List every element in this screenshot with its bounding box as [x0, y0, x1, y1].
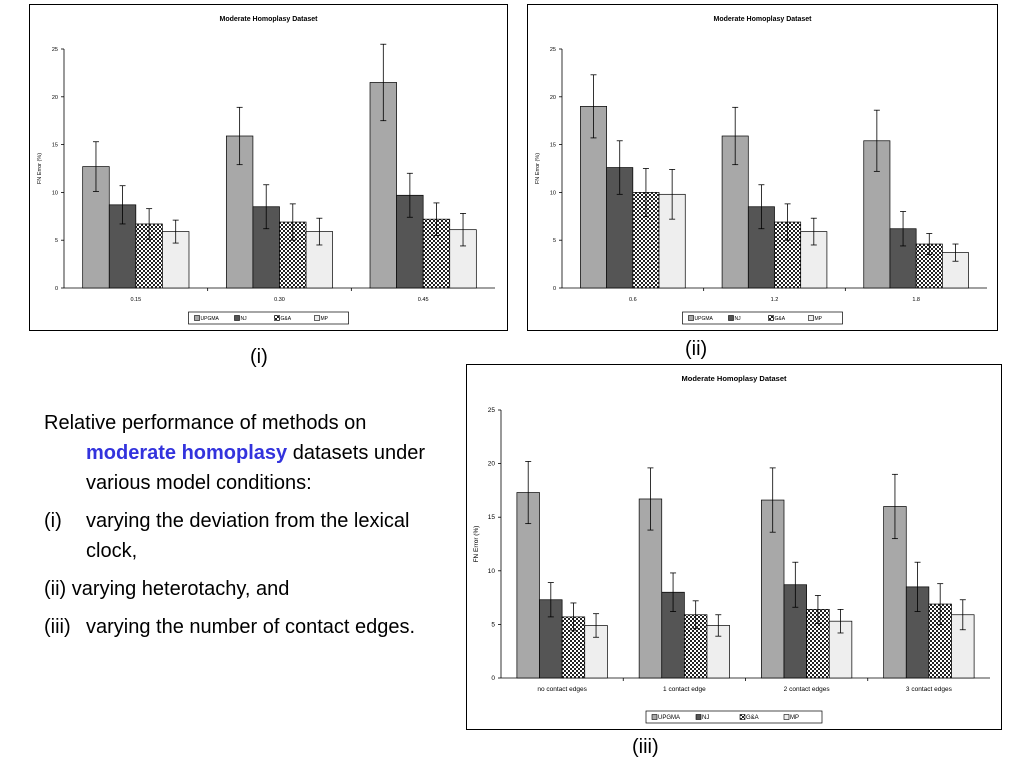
legend-label: UPGMA — [695, 316, 714, 322]
y-tick-label: 10 — [52, 190, 58, 196]
chart-svg: Moderate Homoplasy Dataset 0 5 10 15 20 25 FN E… — [29, 4, 508, 331]
legend-swatch — [651, 714, 658, 720]
caption-i: (i) — [250, 346, 268, 368]
legend-label: UPGMA — [201, 316, 220, 322]
x-tick-label: 1.8 — [912, 297, 920, 303]
y-tick-label: 25 — [52, 47, 58, 53]
chart-i: Moderate Homoplasy Dataset 0 5 10 15 20 25 FN E… — [29, 4, 508, 331]
y-tick-label: 5 — [491, 621, 495, 628]
description: Relative performance of methods on moder… — [44, 408, 444, 650]
chart-title: Moderate Homoplasy Dataset — [681, 374, 787, 383]
y-tick-label: 10 — [488, 568, 496, 575]
legend-label: MP — [815, 316, 823, 322]
legend-label: UPGMA — [658, 715, 680, 721]
legend-label: G&A — [281, 316, 292, 322]
y-tick-label: 10 — [550, 190, 556, 196]
x-tick-label: 0.30 — [274, 297, 285, 303]
legend-swatch — [783, 714, 790, 720]
legend-swatch — [728, 315, 734, 321]
legend-swatch — [739, 714, 746, 720]
item-marker: (i) — [44, 510, 62, 532]
y-tick-label: 0 — [491, 675, 495, 682]
chart-title: Moderate Homoplasy Dataset — [713, 16, 812, 23]
legend-label: NJ — [702, 715, 709, 721]
description-intro: Relative performance of methods on moder… — [44, 408, 444, 498]
x-tick-label: 1.2 — [771, 297, 779, 303]
x-tick-label: 0.6 — [629, 297, 637, 303]
bar-nj — [606, 167, 634, 289]
chart-title: Moderate Homoplasy Dataset — [219, 16, 318, 23]
legend-label: NJ — [735, 316, 742, 322]
y-tick-label: 5 — [553, 238, 556, 244]
y-tick-label: 20 — [488, 461, 496, 468]
description-item-i: (i) varying the deviation from the lexica… — [44, 506, 444, 566]
item-text: varying heterotachy, and — [71, 578, 290, 600]
y-tick-label: 20 — [52, 95, 58, 101]
legend — [645, 710, 823, 724]
x-tick-label: no contact edges — [537, 686, 587, 693]
y-axis-label: FN Error (%) — [535, 153, 541, 184]
x-tick-label: 1 contact edge — [663, 686, 706, 693]
legend — [188, 311, 349, 325]
chart-iii: Moderate Homoplasy Dataset 0 5 10 15 20 25 FN E… — [466, 364, 1002, 730]
y-tick-label: 25 — [550, 47, 556, 53]
chart-svg: Moderate Homoplasy Dataset 0 5 10 15 20 25 FN E… — [527, 4, 998, 331]
y-tick-label: 0 — [553, 286, 556, 292]
legend-swatch — [688, 315, 694, 321]
legend-swatch — [768, 315, 774, 321]
legend-label: G&A — [746, 715, 759, 721]
y-tick-label: 20 — [550, 95, 556, 101]
y-tick-label: 15 — [52, 143, 58, 149]
y-tick-label: 15 — [550, 143, 556, 149]
x-tick-label: 0.15 — [130, 297, 141, 303]
legend-swatch — [808, 315, 814, 321]
intro-highlight: moderate homoplasy — [86, 442, 288, 464]
legend-swatch — [274, 315, 280, 321]
y-axis-label: FN Error (%) — [473, 526, 480, 563]
legend — [682, 311, 843, 325]
legend-swatch — [194, 315, 200, 321]
item-marker: (ii) — [44, 578, 67, 600]
legend-swatch — [314, 315, 320, 321]
legend-label: MP — [321, 316, 329, 322]
y-tick-label: 5 — [55, 238, 58, 244]
legend-label: NJ — [241, 316, 248, 322]
x-tick-label: 2 contact edges — [784, 686, 831, 693]
x-tick-label: 0.45 — [418, 297, 429, 303]
caption-ii: (ii) — [685, 338, 708, 360]
legend-label: MP — [790, 715, 799, 721]
y-tick-label: 0 — [55, 286, 58, 292]
chart-svg: Moderate Homoplasy Dataset 0 5 10 15 20 25 FN E… — [466, 364, 1002, 730]
description-item-ii: (ii) varying heterotachy, and — [44, 574, 444, 604]
legend-swatch — [695, 714, 702, 720]
intro-text-before: Relative performance of methods on — [44, 412, 367, 434]
x-tick-label: 3 contact edges — [906, 686, 953, 693]
y-axis-label: FN Error (%) — [37, 153, 43, 184]
description-item-iii: (iii) varying the number of contact edges… — [44, 612, 444, 642]
caption-iii: (iii) — [632, 736, 659, 758]
y-tick-label: 25 — [488, 407, 496, 414]
y-tick-label: 15 — [488, 514, 496, 521]
legend-swatch — [234, 315, 240, 321]
legend-label: G&A — [775, 316, 786, 322]
item-marker: (iii) — [44, 616, 71, 638]
item-text: varying the deviation from the lexical c… — [86, 510, 410, 562]
intro-text-after: datasets under various model conditions: — [86, 442, 426, 494]
item-text: varying the number of contact edges. — [86, 616, 416, 638]
chart-ii: Moderate Homoplasy Dataset 0 5 10 15 20 25 FN E… — [527, 4, 998, 331]
